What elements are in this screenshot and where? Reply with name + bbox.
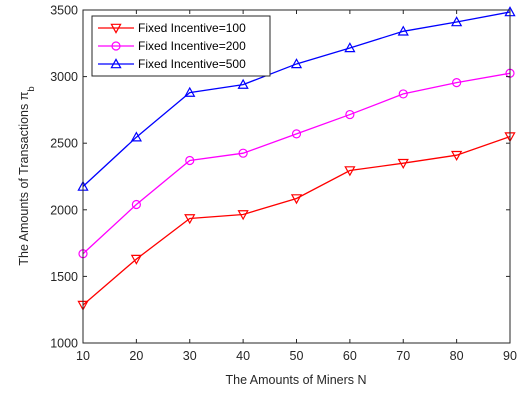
legend-label: Fixed Incentive=200 [138,39,246,53]
x-tick-label: 50 [290,349,304,363]
data-point [290,194,303,205]
legend: Fixed Incentive=100 Fixed Incentive=200 Fi… [91,15,271,77]
legend-label: Fixed Incentive=500 [138,57,246,71]
series-1 [77,132,516,311]
y-tick-label: 3500 [50,4,78,18]
data-point [185,155,195,166]
data-point [290,58,303,69]
x-tick-label: 20 [129,349,143,363]
data-point [397,158,409,170]
y-tick-label: 2000 [50,203,78,217]
legend-label: Fixed Incentive=100 [138,21,246,35]
axes: 10 20 30 40 50 60 70 80 90 1000 1500 2000 2500 3000 35… [50,4,517,364]
plot-area [77,6,516,311]
data-point [238,148,248,158]
data-point [237,78,249,89]
data-point [398,89,408,99]
legend-item: Fixed Incentive=100 [98,21,246,35]
x-tick-label: 40 [236,349,250,363]
data-point [344,166,356,177]
legend-item: Fixed Incentive=200 [98,39,246,53]
data-point [452,77,462,88]
x-tick-label: 80 [450,349,464,363]
data-point [291,129,302,139]
y-axis-label-main: The Amounts of Transactions π [17,91,31,265]
y-axis-label: The Amounts of Transactions πb [17,86,37,265]
series-2 [78,68,515,259]
data-point [397,25,409,36]
series-line [82,11,511,187]
series-line [82,135,511,306]
legend-marker [110,23,122,34]
series-line [82,72,511,255]
data-point [237,210,249,221]
data-point [451,16,463,27]
data-point [344,42,356,53]
y-tick-label: 2500 [50,137,78,151]
data-point [451,150,463,162]
x-tick-label: 10 [76,349,90,363]
data-point [130,131,142,142]
x-tick-label: 90 [503,349,517,363]
x-tick-label: 30 [183,349,197,363]
series-3 [77,6,516,191]
legend-marker [110,58,122,69]
y-tick-label: 1500 [50,270,78,284]
data-point [184,214,196,225]
data-point [345,109,355,120]
legend-item: Fixed Incentive=500 [98,57,246,71]
x-tick-label: 70 [396,349,410,363]
x-tick-label: 60 [343,349,357,363]
y-tick-label: 3000 [50,70,78,84]
y-tick-label: 1000 [50,337,78,351]
legend-marker [111,41,121,51]
data-point [130,254,142,265]
x-axis-label: The Amounts of Miners N [225,373,366,387]
data-point [131,199,141,210]
data-point [184,86,196,97]
y-axis-label-subscript: b [26,86,37,91]
